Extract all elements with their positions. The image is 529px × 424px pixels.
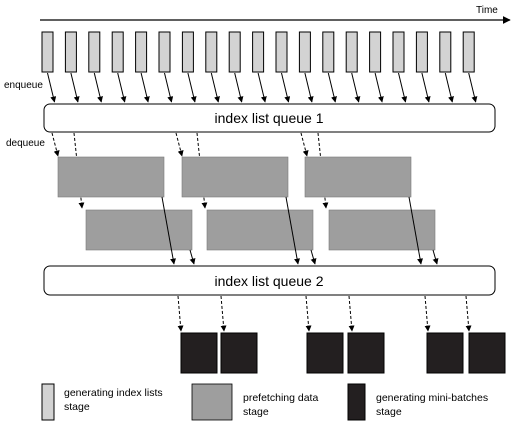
mini-batch-box bbox=[180, 332, 218, 374]
mini-batch-arrow bbox=[424, 295, 431, 332]
index-list-queue-2 bbox=[43, 265, 496, 296]
legend-swatch-generating bbox=[41, 383, 55, 421]
mini-batch-box bbox=[347, 332, 385, 374]
enqueue-arrow bbox=[47, 72, 57, 103]
prefetch-box bbox=[181, 156, 289, 198]
prefetch-box bbox=[206, 209, 314, 251]
prefetch-done-arrow bbox=[189, 249, 196, 265]
mini-batch-arrow bbox=[177, 295, 184, 332]
enqueue-arrow bbox=[468, 72, 478, 103]
enqueue-arrow bbox=[187, 72, 197, 103]
enqueue-arrow bbox=[164, 72, 174, 103]
enqueue-arrow bbox=[304, 72, 314, 103]
enqueue-arrow bbox=[351, 72, 361, 103]
generating-bar bbox=[298, 31, 311, 73]
generating-bar bbox=[228, 31, 241, 73]
prefetch-box bbox=[328, 209, 436, 251]
mini-batch-box bbox=[468, 332, 506, 374]
enqueue-arrow bbox=[117, 72, 127, 103]
generating-bar bbox=[345, 31, 358, 73]
legend-generating-line1: generating index lists bbox=[64, 387, 163, 399]
enqueue-arrow bbox=[257, 72, 267, 103]
prefetching-data-boxes bbox=[51, 132, 439, 265]
enqueue-arrow bbox=[374, 72, 384, 103]
enqueue-arrow bbox=[281, 72, 291, 103]
legend-generating-line2: stage bbox=[64, 401, 90, 413]
enqueue-arrow bbox=[398, 72, 408, 103]
enqueue-arrow bbox=[234, 72, 244, 103]
generating-bar bbox=[275, 31, 288, 73]
generating-bar bbox=[252, 31, 265, 73]
enqueue-arrow bbox=[210, 72, 220, 103]
legend-swatch-minibatch bbox=[347, 383, 366, 421]
mini-batch-arrow bbox=[220, 295, 227, 332]
prefetch-box bbox=[304, 156, 412, 198]
generating-bar bbox=[205, 31, 218, 73]
mini-batch-arrow bbox=[348, 295, 355, 332]
mini-batch-arrow bbox=[305, 295, 312, 332]
generating-bar bbox=[88, 31, 101, 73]
prefetch-box bbox=[57, 156, 165, 198]
enqueue-arrow bbox=[70, 72, 80, 103]
legend-swatch-prefetching bbox=[191, 383, 233, 421]
dequeue-arrow bbox=[300, 132, 309, 157]
prefetch-done-arrow bbox=[161, 196, 177, 265]
generating-bar bbox=[135, 31, 148, 73]
enqueue-arrows bbox=[47, 72, 478, 103]
mini-batch-arrow bbox=[465, 295, 472, 332]
legend: generating index lists stage prefetching… bbox=[41, 383, 488, 421]
enqueue-arrow bbox=[327, 72, 337, 103]
enqueue-arrow bbox=[444, 72, 454, 103]
enqueue-label: enqueue bbox=[4, 80, 43, 91]
generating-bar bbox=[439, 31, 452, 73]
enqueue-arrow bbox=[421, 72, 431, 103]
legend-prefetching-line2: stage bbox=[243, 406, 269, 418]
prefetch-done-arrow bbox=[285, 196, 301, 265]
generating-bar bbox=[462, 31, 475, 73]
legend-minibatch-line2: stage bbox=[376, 406, 402, 418]
generating-index-lists-bars bbox=[41, 31, 475, 73]
queue-2-label: index list queue 2 bbox=[215, 273, 324, 289]
generating-bar bbox=[322, 31, 335, 73]
generating-bar bbox=[64, 31, 77, 73]
dequeue-label: dequeue bbox=[6, 138, 45, 149]
generating-bar bbox=[158, 31, 171, 73]
prefetch-done-arrow bbox=[432, 249, 439, 265]
enqueue-arrow bbox=[140, 72, 150, 103]
legend-minibatch-line1: generating mini-batches bbox=[376, 392, 488, 404]
prefetch-done-arrow bbox=[310, 249, 317, 265]
enqueue-arrow bbox=[93, 72, 103, 103]
generating-bar bbox=[111, 31, 124, 73]
queue-1-label: index list queue 1 bbox=[215, 110, 324, 126]
index-list-queue-1 bbox=[43, 103, 496, 133]
generating-bar bbox=[415, 31, 428, 73]
generating-bar bbox=[41, 31, 54, 73]
mini-batch-box bbox=[306, 332, 344, 374]
generating-bar bbox=[369, 31, 382, 73]
generating-bar bbox=[181, 31, 194, 73]
time-label: Time bbox=[476, 5, 498, 16]
prefetch-done-arrow bbox=[408, 196, 424, 265]
mini-batch-box bbox=[426, 332, 464, 374]
dequeue-arrow bbox=[51, 132, 60, 157]
legend-prefetching-line1: prefetching data bbox=[243, 392, 318, 404]
mini-batch-boxes bbox=[177, 295, 506, 374]
prefetch-box bbox=[85, 209, 193, 251]
generating-bar bbox=[392, 31, 405, 73]
mini-batch-box bbox=[220, 332, 258, 374]
dequeue-arrow bbox=[175, 132, 184, 157]
